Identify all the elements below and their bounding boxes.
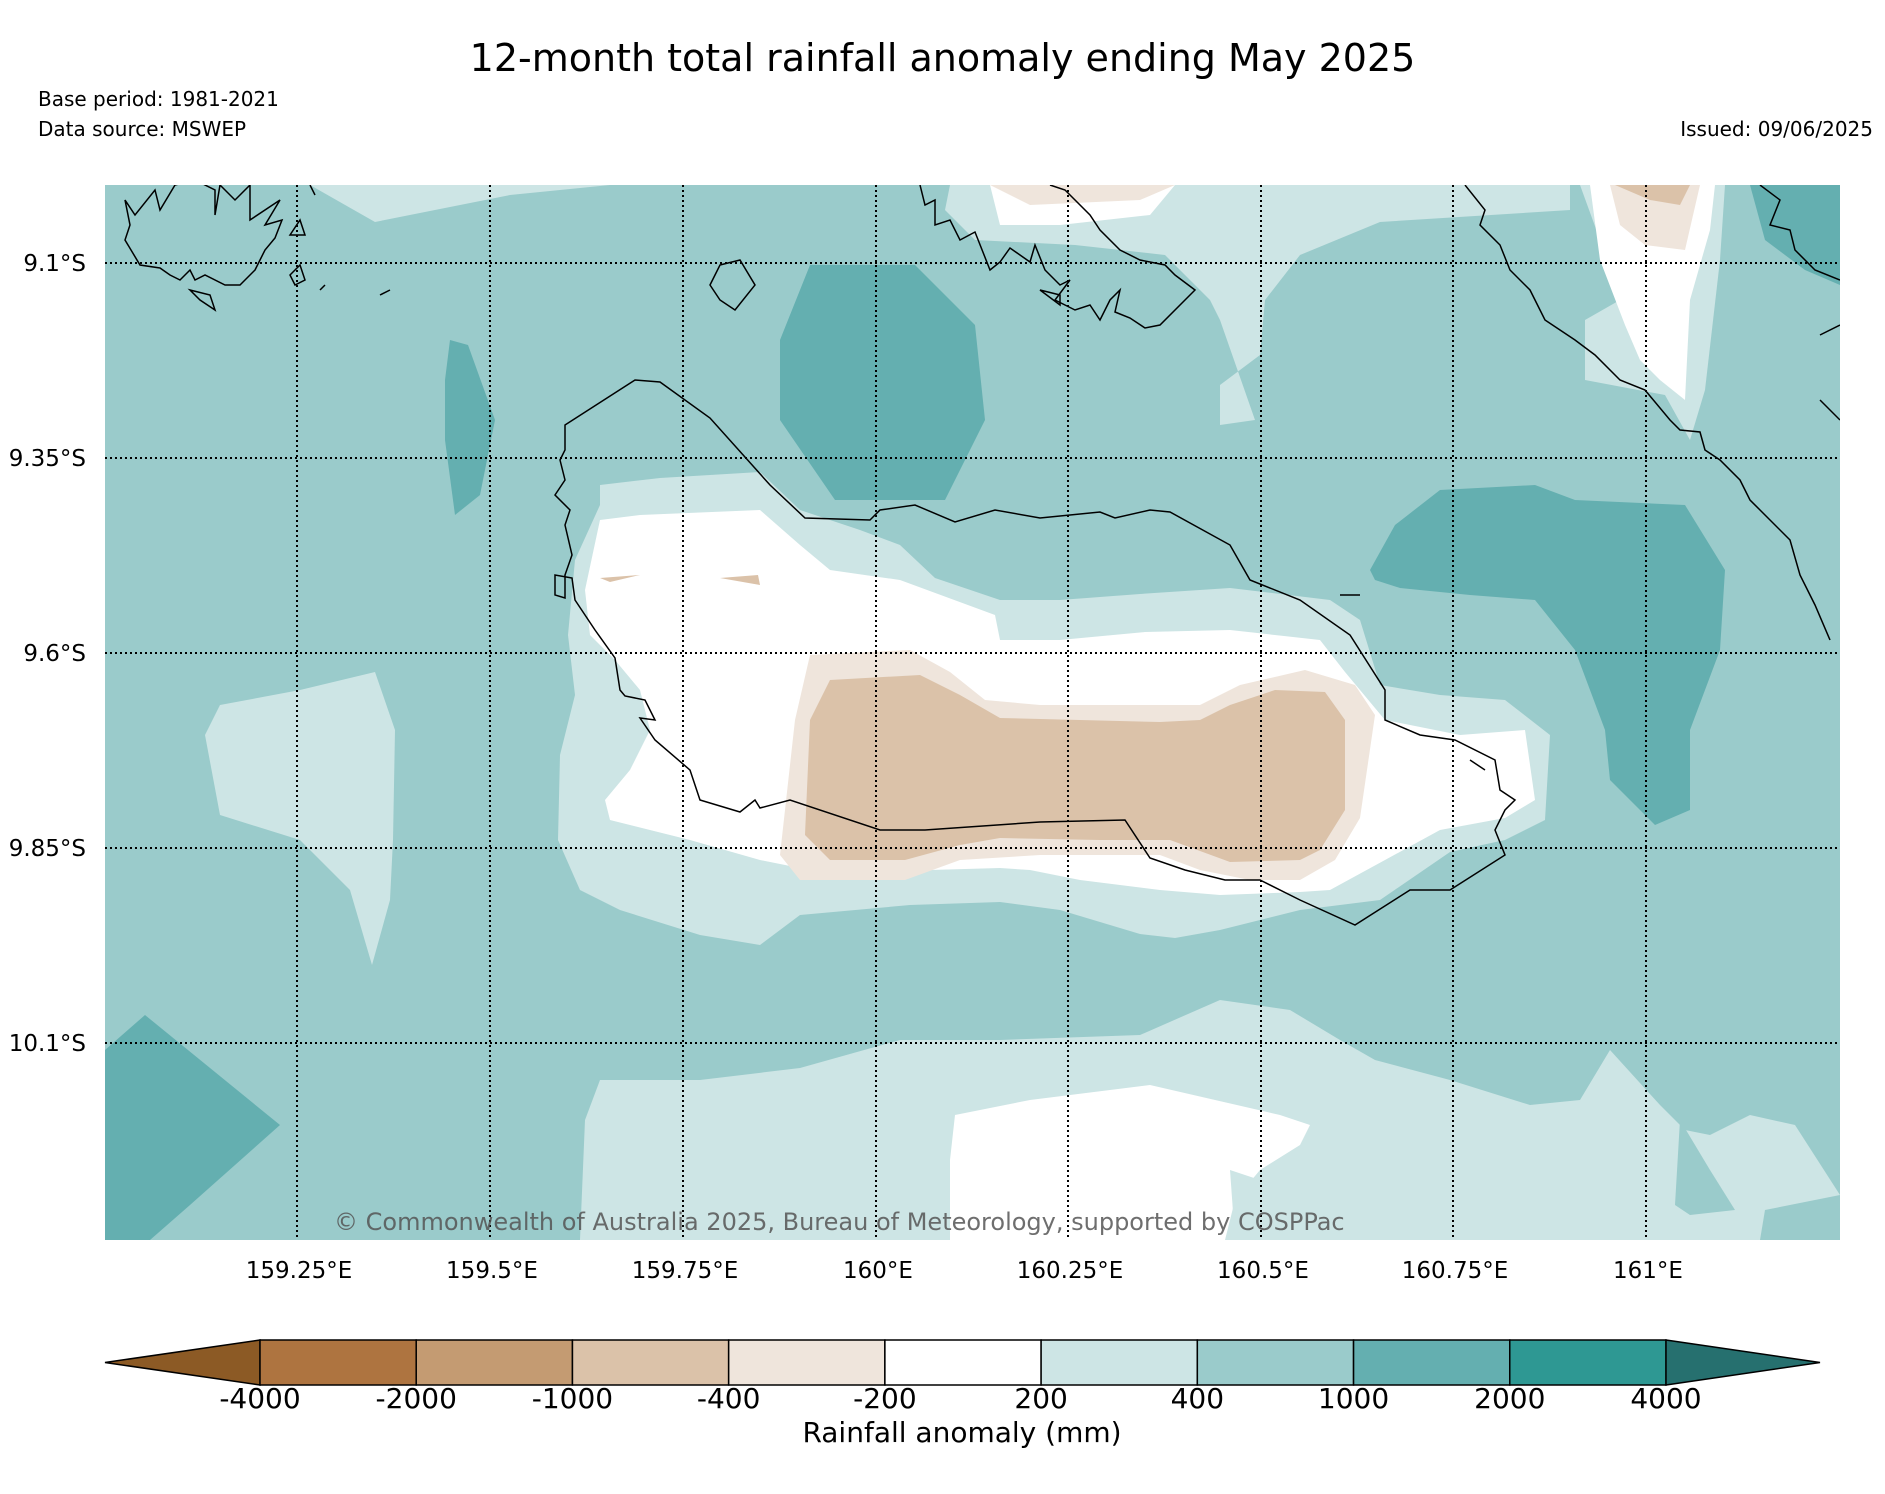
colorbar: -4000 -2000 -1000 -400 -200 200 400 1000 2000 400… (104, 1339, 1821, 1415)
colorbar-tick-label: -400 (697, 1382, 761, 1415)
colorbar-swatch (415, 1339, 574, 1386)
lon-label: 161°E (1613, 1258, 1683, 1284)
colorbar-swatch (1040, 1339, 1199, 1386)
lat-label: 9.85°S (9, 836, 86, 862)
data-source-text: Data source: MSWEP (38, 117, 247, 141)
contour-band-1000-2000 (780, 265, 985, 500)
contour-band-dry (990, 185, 1175, 205)
colorbar-tick-label: 400 (1171, 1382, 1224, 1415)
graticule (105, 185, 1840, 1240)
contour-band-1000-2000 (1370, 485, 1725, 825)
base-period-text: Base period: 1981-2021 (38, 87, 279, 111)
contour-band-1000-2000 (445, 340, 495, 515)
colorbar-swatch (1352, 1339, 1511, 1386)
lon-label: 160.75°E (1402, 1258, 1509, 1284)
contour-band-dry-sliver (600, 575, 640, 582)
contour-band-400-1000 (1675, 1120, 1735, 1215)
contour-band-200-400 (945, 185, 1570, 425)
lon-label: 159.75°E (632, 1258, 739, 1284)
contour-band-dry (1615, 185, 1690, 205)
colorbar-tick-label: -2000 (376, 1382, 457, 1415)
island-coastline (289, 263, 306, 287)
map-title: 12-month total rainfall anomaly ending M… (469, 36, 1416, 80)
island-coastline (124, 185, 284, 286)
colorbar-swatch (727, 1339, 886, 1386)
island-coastline (554, 379, 1517, 926)
colorbar-tick-label: -200 (853, 1382, 917, 1415)
island-coastline (919, 185, 1197, 329)
colorbar-extend-low (104, 1339, 261, 1386)
colorbar-title: Rainfall anomaly (mm) (802, 1416, 1121, 1449)
contour-band-200-400 (310, 185, 610, 222)
lat-label: 9.35°S (9, 446, 86, 472)
lon-label: 159.25°E (246, 1258, 353, 1284)
colorbar-swatch (259, 1339, 417, 1386)
colorbar-tick-label: -1000 (532, 1382, 613, 1415)
colorbar-swatch (1196, 1339, 1355, 1386)
island-coastline (709, 259, 756, 312)
island-coastline (1819, 324, 1840, 336)
island-coastline (1464, 185, 1831, 641)
colorbar-swatch (1509, 1339, 1667, 1386)
lon-label: 159.5°E (446, 1258, 538, 1284)
contour-band--1000--400 (805, 675, 1345, 862)
lat-label: 9.1°S (23, 251, 86, 277)
lat-label: 10.1°S (9, 1031, 86, 1057)
contour-band-200-400 (1230, 1170, 1320, 1240)
island-coastline (379, 289, 391, 296)
colorbar-tick-label: -4000 (219, 1382, 300, 1415)
island-coastline (319, 284, 326, 291)
island-coastline (1039, 289, 1061, 307)
island-coastline (187, 288, 217, 312)
colorbar-tick-label: 200 (1014, 1382, 1067, 1415)
island-coastline (1819, 399, 1840, 421)
contour-band-dry-sliver (720, 575, 760, 585)
lon-label: 160.25°E (1017, 1258, 1124, 1284)
colorbar-tick-label: 4000 (1630, 1382, 1701, 1415)
lon-label: 160°E (843, 1258, 913, 1284)
island-coastline (1759, 185, 1840, 281)
lat-label: 9.6°S (23, 641, 86, 667)
colorbar-swatch (571, 1339, 730, 1386)
colorbar-tick-label: 1000 (1318, 1382, 1389, 1415)
island-coastline (1469, 759, 1486, 771)
coastline-layer (124, 185, 1840, 926)
contour-band-1000-2000 (105, 1015, 280, 1240)
issued-date-text: Issued: 09/06/2025 (1680, 117, 1873, 141)
contour-band-1000-2000 (1750, 185, 1840, 285)
colorbar-tick-label: 2000 (1474, 1382, 1545, 1415)
colorbar-extend-high (1665, 1339, 1821, 1386)
contour-band-neutral (950, 1085, 1310, 1240)
lon-label: 160.5°E (1217, 1258, 1309, 1284)
island-coastline (309, 185, 316, 196)
colorbar-swatch (884, 1339, 1042, 1386)
contour-band-400-1000 (1760, 1195, 1840, 1240)
contour-fill-layer (105, 185, 1840, 1240)
contour-band-200-400 (205, 672, 395, 965)
copyright-notice: © Commonwealth of Australia 2025, Bureau… (334, 1208, 1345, 1236)
